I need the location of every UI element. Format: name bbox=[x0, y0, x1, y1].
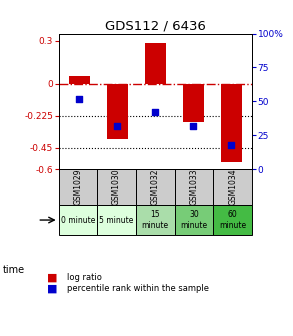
Bar bbox=[145, 43, 166, 84]
Bar bbox=[97, 205, 136, 235]
Bar bbox=[213, 169, 252, 205]
Text: percentile rank within the sample: percentile rank within the sample bbox=[67, 285, 209, 293]
Bar bbox=[59, 169, 97, 205]
Bar bbox=[136, 169, 175, 205]
Point bbox=[77, 96, 82, 101]
Text: time: time bbox=[3, 265, 25, 276]
Text: 15
minute: 15 minute bbox=[142, 210, 169, 230]
Text: 0 minute: 0 minute bbox=[61, 215, 95, 224]
Bar bbox=[175, 205, 213, 235]
Bar bbox=[175, 169, 213, 205]
Point bbox=[115, 123, 120, 128]
Text: GSM1032: GSM1032 bbox=[151, 169, 160, 205]
Bar bbox=[221, 84, 241, 162]
Text: 60
minute: 60 minute bbox=[219, 210, 246, 230]
Bar bbox=[69, 76, 90, 84]
Title: GDS112 / 6436: GDS112 / 6436 bbox=[105, 19, 206, 33]
Text: GSM1029: GSM1029 bbox=[74, 169, 82, 205]
Point bbox=[229, 142, 234, 148]
Bar bbox=[136, 205, 175, 235]
Text: 5 minute: 5 minute bbox=[99, 215, 134, 224]
Point bbox=[191, 123, 195, 128]
Text: GSM1033: GSM1033 bbox=[190, 169, 198, 205]
Point bbox=[153, 110, 158, 115]
Text: log ratio: log ratio bbox=[67, 273, 102, 282]
Text: GSM1034: GSM1034 bbox=[228, 169, 237, 205]
Bar bbox=[59, 205, 97, 235]
Bar bbox=[183, 84, 204, 122]
Bar bbox=[107, 84, 128, 138]
Text: ■: ■ bbox=[47, 272, 57, 282]
Bar bbox=[97, 169, 136, 205]
Text: ■: ■ bbox=[47, 284, 57, 294]
Bar bbox=[213, 205, 252, 235]
Text: 30
minute: 30 minute bbox=[180, 210, 207, 230]
Text: GSM1030: GSM1030 bbox=[112, 169, 121, 205]
